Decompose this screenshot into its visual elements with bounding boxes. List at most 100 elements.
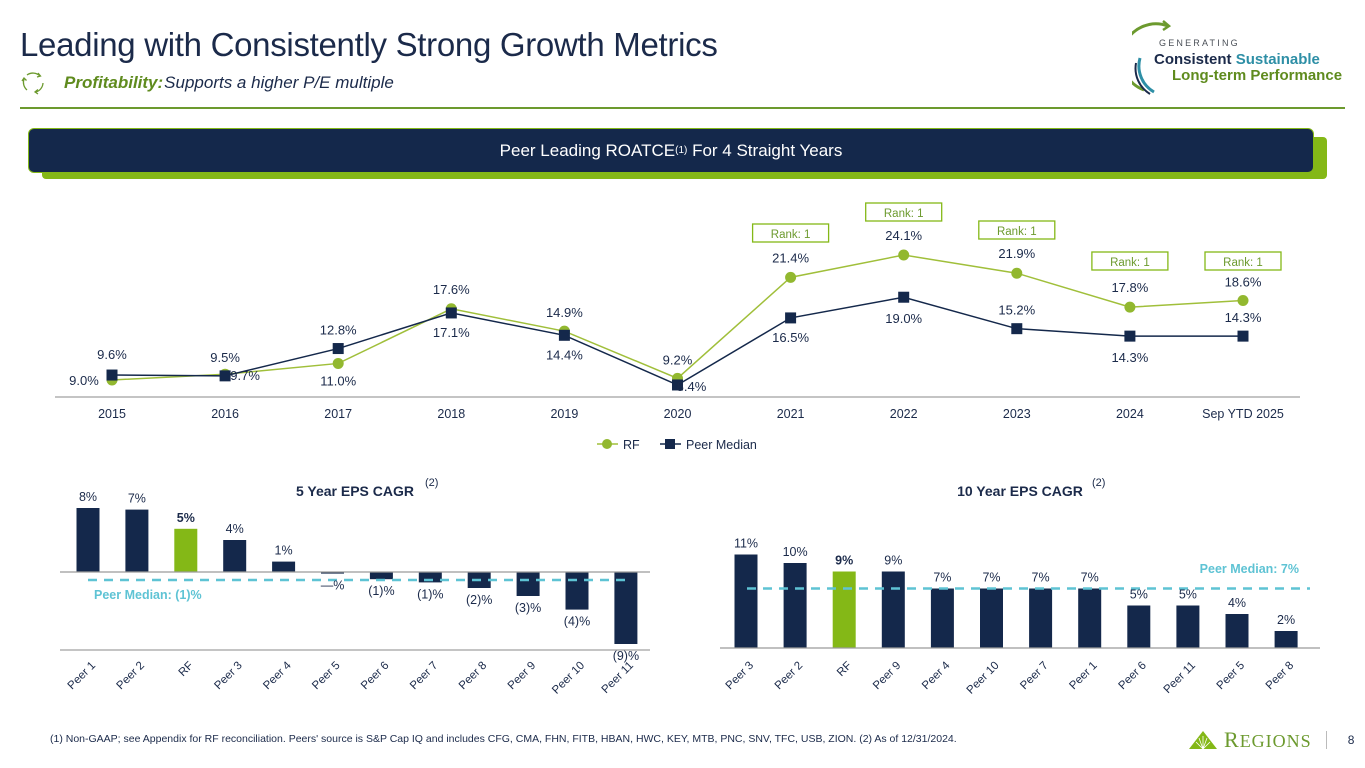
peer-median-data-label: 14.3% [1225, 310, 1262, 325]
rank-badge: Rank: 1 [751, 223, 830, 243]
category-label: Peer 9 [506, 660, 538, 692]
x-tick-label: 2019 [550, 407, 578, 421]
roatce-line-chart: 2015 2016 2017 2018 2019 2020 2021 2022 2023 2024… [55, 202, 1300, 452]
bar-data-label: (4)% [564, 615, 590, 629]
category-label: Peer 4 [920, 659, 953, 692]
banner-text: Peer Leading ROATCE [499, 140, 676, 160]
category-label: RF [177, 660, 196, 679]
peer-median-point [1124, 330, 1136, 342]
peer-bar [76, 508, 100, 572]
bar-data-label: —% [321, 579, 345, 593]
bar-data-label: (3)% [515, 601, 541, 615]
peer-median-point [672, 379, 683, 391]
peer-median-point [1237, 330, 1249, 342]
category-label: Peer 7 [408, 660, 440, 692]
category-label: Peer 5 [1215, 660, 1247, 692]
eps-cagr-5yr-chart: 5 Year EPS CAGR (2) Peer Median: (1)% 8% 7% 5… [60, 477, 650, 697]
chart-title-superscript: (2) [425, 477, 438, 489]
banner-superscript: (1) [675, 145, 688, 156]
bar-data-label: (9)% [613, 649, 639, 663]
section-banner: Peer Leading ROATCE (1) For 4 Straight Ye… [28, 128, 1314, 173]
rf-bar [174, 528, 198, 572]
regions-logo: REGIONS 8 [1188, 727, 1354, 753]
peer-median-point [898, 291, 910, 303]
rank-badge-label: Rank: 1 [1110, 257, 1150, 269]
peer-median-data-label: 14.4% [546, 347, 583, 362]
legend-rf-marker [602, 439, 612, 449]
chart-title: 5 Year EPS CAGR [296, 483, 414, 499]
rf-data-label: 9.2% [663, 352, 693, 367]
rank-badge: Rank: 1 [1091, 251, 1169, 271]
chart-title-superscript: (2) [1092, 477, 1105, 489]
category-label: Peer 11 [1162, 660, 1198, 696]
subtitle-text: Supports a higher P/E multiple [164, 73, 394, 92]
rf-point [898, 249, 910, 261]
peer-bar [734, 554, 758, 648]
page-title: Leading with Consistently Strong Growth … [20, 26, 718, 63]
rf-data-label: 21.4% [772, 250, 809, 265]
bar-data-label: 10% [783, 545, 808, 559]
rank-badge-box [1204, 251, 1282, 271]
category-label: Peer 10 [965, 660, 1002, 697]
bar-data-label: (1)% [417, 587, 443, 601]
peer-bar [783, 563, 807, 648]
peer-median-data-label: 17.1% [433, 325, 470, 340]
rf-bar [832, 571, 856, 648]
bar-data-label: 9% [884, 554, 902, 568]
category-label: Peer 2 [773, 660, 805, 692]
x-tick-label: 2024 [1116, 407, 1144, 421]
regions-wordmark: REGIONS [1224, 727, 1312, 752]
peer-median-label: Peer Median: (1)% [94, 588, 202, 602]
bar-data-label: 5% [1179, 588, 1197, 602]
rank-badge-label: Rank: 1 [1223, 257, 1263, 269]
peer-median-data-label: 9.6% [97, 347, 127, 362]
x-tick-label: 2016 [211, 407, 239, 421]
brand-sustainable: Sustainable [1235, 51, 1320, 68]
rf-data-label: 14.9% [546, 305, 583, 320]
x-tick-label: 2021 [777, 407, 805, 421]
rf-point [1011, 267, 1023, 279]
peer-bar [1274, 631, 1298, 648]
bar-data-label: 9% [835, 554, 853, 568]
rf-point [332, 357, 344, 369]
category-label: Peer 2 [115, 660, 147, 692]
peer-median-data-label: 9.5% [210, 350, 240, 365]
peer-bar [565, 572, 589, 610]
peer-bar [272, 561, 296, 572]
peer-median-point [558, 329, 570, 341]
category-label: Peer 7 [1018, 660, 1050, 692]
peer-bar [614, 572, 638, 644]
peer-bar [125, 509, 149, 572]
bar-data-label: 2% [1277, 613, 1295, 627]
peer-bar [516, 572, 540, 596]
peer-bar [930, 588, 954, 648]
bar-data-label: 1% [275, 544, 293, 558]
brand-badge: GENERATING Consistent Sustainable Long-t… [1132, 18, 1362, 98]
x-tick-label: 2017 [324, 407, 352, 421]
rank-badge-box [1091, 251, 1169, 271]
rf-data-label: 18.6% [1225, 275, 1262, 290]
rf-point [785, 271, 797, 283]
chart-title: 10 Year EPS CAGR [957, 483, 1083, 499]
rank-badge: Rank: 1 [978, 220, 1056, 240]
peer-bar [1225, 614, 1249, 648]
peer-median-data-label: 16.5% [772, 330, 809, 345]
brand-line-2: Long-term Performance [1172, 67, 1343, 84]
subtitle-keyword: Profitability: [64, 73, 164, 92]
peer-bar [369, 572, 393, 580]
rf-point [1124, 301, 1136, 313]
peer-bar [418, 572, 442, 583]
bar-data-label: 11% [734, 537, 758, 551]
category-label: Peer 3 [724, 660, 756, 692]
peer-median-point [785, 312, 797, 324]
bar-data-label: 7% [982, 571, 1000, 585]
peer-median-series-line [111, 296, 1243, 386]
legend-peer-median-marker [665, 439, 675, 449]
header-divider [20, 107, 1345, 109]
peer-bar [223, 540, 247, 572]
x-tick-label: 2023 [1003, 407, 1031, 421]
rank-badge-box [978, 220, 1056, 240]
category-label: Peer 6 [359, 660, 391, 692]
peer-median-data-label: 8.4% [677, 379, 707, 394]
rf-data-label: 11.0% [320, 373, 356, 388]
